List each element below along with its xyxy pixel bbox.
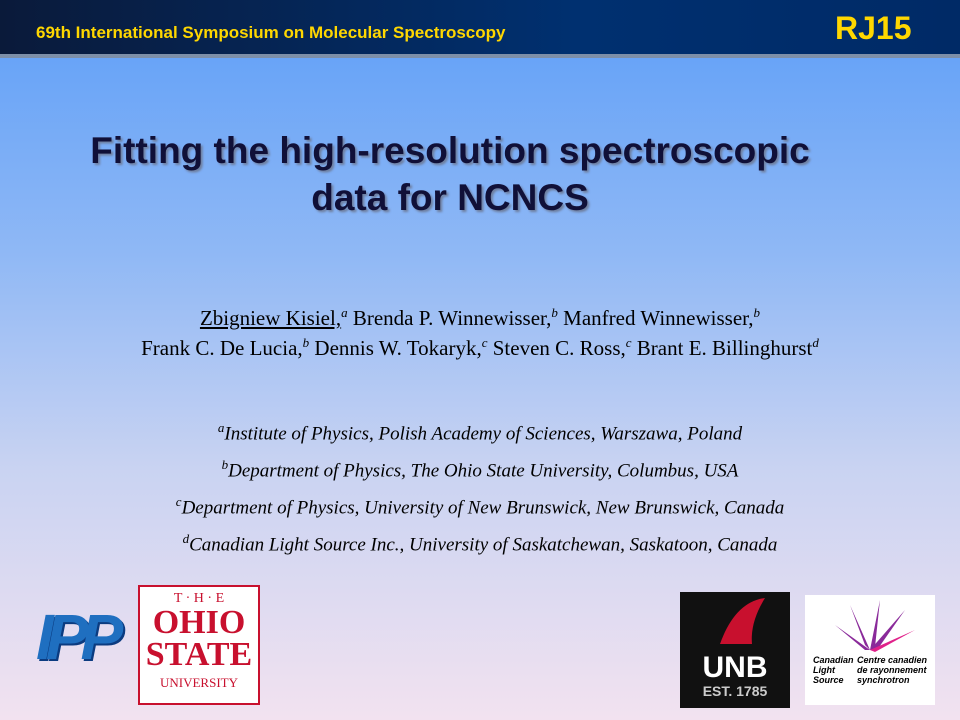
affiliation: dCanadian Light Source Inc., University …	[0, 531, 960, 556]
author-sup: b	[753, 305, 761, 320]
logo-text: UNB	[702, 651, 768, 684]
logo-text: Centre canadien de rayonnement synchrotr…	[857, 655, 928, 685]
logo-text: T · H · E	[173, 591, 225, 606]
author-name: Frank C. De Lucia,	[141, 336, 303, 360]
author-sup: c	[481, 335, 488, 350]
author-sup: a	[341, 305, 348, 320]
session-code: RJ15	[835, 10, 912, 46]
osu-logo: T · H · E OHIO STATE UNIVERSITY	[138, 585, 260, 705]
logo-text: EST. 1785	[702, 683, 768, 699]
cls-logo: Canadian Light Source Centre canadien de…	[805, 595, 935, 705]
author-line: Zbigniew Kisiel,a Brenda P. Winnewisser,…	[0, 305, 960, 331]
logo-text: UNIVERSITY	[160, 675, 238, 690]
logo-text: STATE	[145, 636, 253, 673]
affiliation-sup: b	[221, 457, 229, 472]
ipp-logo: IPP	[36, 601, 123, 673]
cls-flower	[835, 600, 915, 652]
author-name: Brenda P. Winnewisser,	[352, 306, 552, 330]
author-line: Frank C. De Lucia,b Dennis W. Tokaryk,c …	[0, 335, 960, 361]
affiliation: bDepartment of Physics, The Ohio State U…	[0, 457, 960, 482]
author-sup: b	[302, 335, 310, 350]
author-sup: d	[812, 335, 819, 350]
author-name: Steven C. Ross,	[492, 336, 626, 360]
unb-logo: UNB EST. 1785	[680, 592, 790, 708]
affiliation-text: Institute of Physics, Polish Academy of …	[224, 423, 743, 445]
author-name: Brant E. Billinghurst	[636, 336, 813, 360]
affiliation: aInstitute of Physics, Polish Academy of…	[0, 420, 960, 445]
title-line: data for NCNCS	[311, 177, 589, 218]
logo-text: Canadian Light Source	[813, 655, 854, 685]
affiliation-text: Department of Physics, University of New…	[181, 497, 785, 519]
author-name: Dennis W. Tokaryk,	[314, 336, 482, 360]
affiliation-sup: a	[217, 420, 225, 435]
affiliation-text: Canadian Light Source Inc., University o…	[189, 534, 778, 556]
affiliation-sup: c	[175, 494, 182, 509]
author-sup: c	[625, 335, 632, 350]
affiliation: cDepartment of Physics, University of Ne…	[0, 494, 960, 519]
affiliation-sup: d	[182, 531, 190, 546]
logo-text: OHIO	[152, 604, 246, 641]
affiliation-text: Department of Physics, The Ohio State Un…	[228, 460, 739, 482]
header-bar: 69th International Symposium on Molecula…	[0, 0, 960, 58]
author-name: Zbigniew Kisiel,	[199, 306, 342, 330]
unb-sail	[720, 598, 765, 644]
title-line: Fitting the high-resolution spectroscopi…	[90, 130, 810, 171]
author-name: Manfred Winnewisser,	[563, 306, 754, 330]
author-sup: b	[551, 305, 558, 320]
conference: 69th International Symposium on Molecula…	[36, 23, 506, 42]
